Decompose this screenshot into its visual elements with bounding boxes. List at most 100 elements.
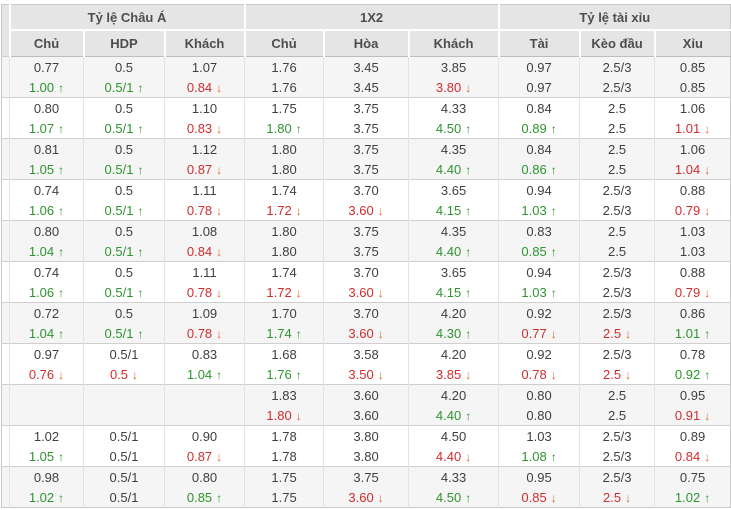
odds-up-arrow-icon: ↑ [550,285,557,300]
odds-value: 0.75 [679,469,706,485]
odds-value: 1.07 [28,120,55,136]
group-header-over-under: Tỷ lệ tài xỉu [497,4,731,31]
odds-down-arrow-icon: ↓ [216,121,223,136]
odds-value: 1.06 [679,100,706,116]
base-odds-cell: 1.07 [163,56,245,77]
odds-up-arrow-icon: ↑ [550,449,557,464]
base-odds-cell: 2.5/3 [579,466,655,487]
odds-value: 0.91 [674,407,701,423]
live-odds-cell: 1.05 ↑ [9,446,84,467]
odds-value: 2.5/3 [602,59,632,75]
live-odds-cell: 0.86 ↑ [498,159,580,180]
live-odds-cell: 1.76 [244,77,324,98]
live-odds-cell: 2.5/3 [579,200,655,221]
odds-up-arrow-icon: ↑ [704,367,711,382]
odds-value: 1.05 [28,161,55,177]
odds-value: 0.84 [186,79,213,95]
base-odds-cell: 1.83 [244,384,324,405]
spacer-cell [2,344,10,385]
live-odds-cell: 4.40 ↓ [408,446,499,467]
live-odds-row: 1.00 ↑ 0.5/1 ↑ 0.84 ↓ 1.76 3.45 3.80 ↓ 0.97 2.5/3 0.… [2,77,731,98]
base-odds-cell: 1.74 [244,179,324,200]
odds-value: 0.86 [521,161,547,177]
odds-value: 2.5/3 [602,428,632,444]
odds-value: 0.94 [526,182,552,198]
live-odds-cell [9,405,84,426]
odds-value: 1.80 [271,141,297,157]
odds-value: 1.03 [679,243,706,259]
odds-down-arrow-icon: ↓ [216,203,223,218]
odds-down-arrow-icon: ↓ [550,490,557,505]
live-odds-cell: 2.5/3 [579,77,655,98]
odds-up-arrow-icon: ↑ [550,203,557,218]
odds-value: 3.60 [353,407,379,423]
base-odds-cell: 0.95 [654,384,731,405]
odds-value: 0.5/1 [104,79,134,95]
odds-value: 3.70 [353,182,379,198]
odds-down-arrow-icon: ↓ [377,326,384,341]
live-odds-cell: 1.02 ↑ [654,487,731,508]
spacer-cell [2,139,10,180]
base-odds-cell: 0.88 [654,261,731,282]
odds-down-arrow-icon: ↓ [295,203,302,218]
odds-value: 1.70 [271,305,297,321]
odds-row-pair: 0.98 0.5/1 0.80 1.75 3.75 4.33 0.95 2.5/3 0.75 1.… [1,466,731,508]
live-odds-cell: 4.30 ↑ [408,323,499,344]
odds-value: 0.5/1 [104,161,134,177]
live-odds-cell: 1.08 ↑ [498,446,580,467]
odds-down-arrow-icon: ↓ [625,367,632,382]
base-odds-cell: 0.98 [9,466,84,487]
base-odds-cell: 3.70 [323,302,409,323]
odds-down-arrow-icon: ↓ [216,162,223,177]
odds-value: 0.92 [674,366,701,382]
odds-up-arrow-icon: ↑ [465,490,472,505]
odds-up-arrow-icon: ↑ [58,449,65,464]
odds-value: 1.04 [28,243,55,259]
odds-value: 1.04 [28,325,55,341]
base-odds-cell: 2.5 [579,384,655,405]
odds-value: 4.20 [440,387,467,403]
odds-row-pair: 0.74 0.5 1.11 1.74 3.70 3.65 0.94 2.5/3 0.88 1.06… [1,179,731,221]
live-odds-cell: 0.84 ↓ [163,241,245,262]
odds-value: 0.86 [679,305,706,321]
live-odds-cell: 1.02 ↑ [9,487,84,508]
odds-value: 3.45 [353,79,379,95]
odds-down-arrow-icon: ↓ [465,80,472,95]
odds-value: 4.50 [435,489,462,505]
base-odds-cell: 4.50 [408,425,499,446]
base-odds-cell: 0.97 [9,343,84,364]
odds-value: 1.80 [266,407,292,423]
odds-value: 1.80 [271,161,297,177]
odds-value: 4.20 [440,346,467,362]
live-odds-cell: 1.05 ↑ [9,159,84,180]
column-header-1x2-draw: Hòa [322,30,409,57]
odds-value: 0.90 [191,428,218,444]
odds-value: 2.5/3 [602,448,632,464]
odds-value: 2.5 [608,100,627,116]
odds-up-arrow-icon: ↑ [58,121,65,136]
live-odds-cell: 4.40 ↑ [408,405,499,426]
live-odds-cell: 2.5/3 [579,446,655,467]
base-odds-cell: 0.83 [498,220,580,241]
base-odds-cell: 2.5/3 [579,343,655,364]
odds-value: 4.33 [440,469,467,485]
live-odds-cell: 1.01 ↑ [654,323,731,344]
base-odds-cell: 3.70 [323,261,409,282]
live-odds-row: 1.02 ↑ 0.5/1 0.85 ↑ 1.75 3.60 ↓ 4.50 ↑ 0.85 ↓ 2.5 ↓ 1.… [2,487,731,508]
live-odds-cell: 4.50 ↑ [408,118,499,139]
odds-value: 0.83 [186,120,213,136]
odds-value: 1.02 [674,489,701,505]
odds-value: 1.06 [28,202,55,218]
base-odds-row: 0.74 0.5 1.11 1.74 3.70 3.65 0.94 2.5/3 0.88 [2,179,731,200]
base-odds-cell: 0.74 [9,179,84,200]
odds-value: 3.70 [353,264,379,280]
odds-value: 4.40 [435,407,462,423]
live-odds-cell: 1.06 ↑ [9,282,84,303]
odds-value: 2.5/3 [602,202,632,218]
base-odds-row: 0.80 0.5 1.08 1.80 3.75 4.35 0.83 2.5 1.03 [2,220,731,241]
odds-down-arrow-icon: ↓ [704,121,711,136]
odds-value: 3.60 [348,489,374,505]
live-odds-row: 1.05 ↑ 0.5/1 ↑ 0.87 ↓ 1.80 3.75 4.40 ↑ 0.86 ↑ 2.5 1.0… [2,159,731,180]
base-odds-cell: 4.33 [408,97,499,118]
live-odds-cell: 2.5 [579,159,655,180]
